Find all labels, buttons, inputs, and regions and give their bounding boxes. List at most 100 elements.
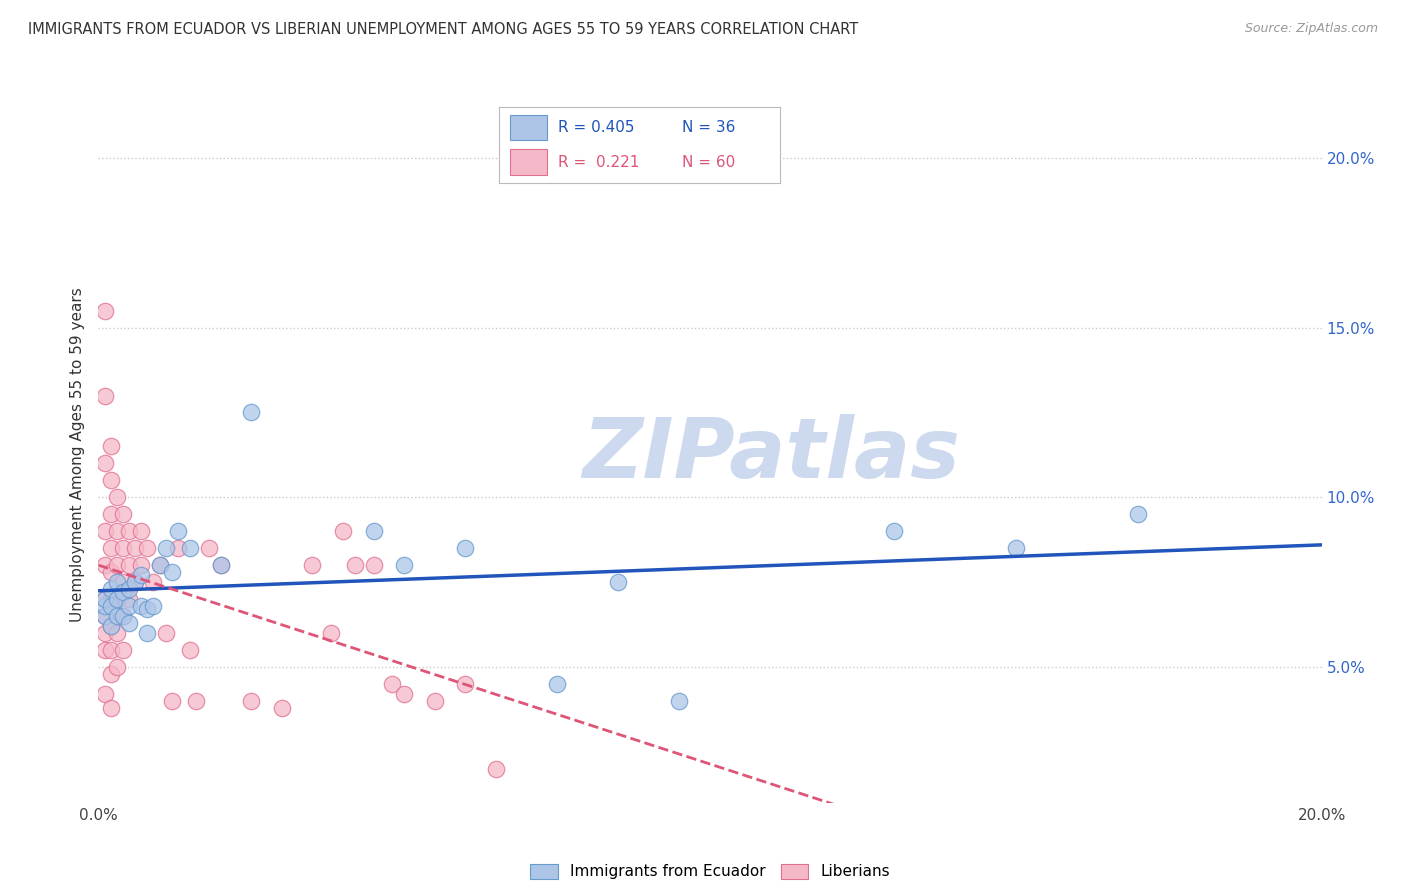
Point bbox=[111, 585, 134, 599]
Point bbox=[93, 687, 115, 701]
Point bbox=[270, 700, 292, 714]
Point bbox=[240, 405, 263, 419]
Point bbox=[209, 558, 232, 573]
Point bbox=[93, 643, 115, 657]
Text: N = 60: N = 60 bbox=[682, 155, 735, 169]
Point bbox=[111, 508, 134, 522]
Point bbox=[105, 491, 128, 505]
Point bbox=[100, 474, 122, 488]
Point bbox=[100, 599, 122, 613]
Point bbox=[105, 626, 128, 640]
Point bbox=[118, 592, 141, 607]
Point bbox=[363, 524, 385, 539]
Point bbox=[100, 508, 122, 522]
Point bbox=[118, 615, 141, 630]
Point bbox=[105, 609, 128, 624]
Point bbox=[93, 609, 115, 624]
Point bbox=[100, 619, 122, 633]
Point bbox=[100, 666, 122, 681]
Point bbox=[142, 575, 165, 590]
Point bbox=[363, 558, 385, 573]
Point bbox=[111, 609, 134, 624]
Point bbox=[344, 558, 367, 573]
Point bbox=[149, 558, 172, 573]
Point bbox=[124, 541, 146, 556]
Point bbox=[179, 643, 201, 657]
Point bbox=[1004, 541, 1026, 556]
Point bbox=[301, 558, 323, 573]
Point bbox=[332, 524, 354, 539]
Point bbox=[136, 602, 159, 616]
Point bbox=[136, 541, 159, 556]
Point bbox=[167, 541, 190, 556]
Point bbox=[381, 677, 404, 691]
Point bbox=[100, 582, 122, 596]
Point bbox=[179, 541, 201, 556]
Point bbox=[100, 619, 122, 633]
Point bbox=[93, 592, 115, 607]
Point bbox=[546, 677, 568, 691]
Point bbox=[105, 592, 128, 607]
Point bbox=[105, 660, 128, 674]
Point bbox=[111, 541, 134, 556]
Point bbox=[668, 694, 690, 708]
Point bbox=[129, 524, 152, 539]
Text: ZIPatlas: ZIPatlas bbox=[582, 415, 960, 495]
Point bbox=[160, 565, 183, 579]
Y-axis label: Unemployment Among Ages 55 to 59 years: Unemployment Among Ages 55 to 59 years bbox=[70, 287, 86, 623]
Point bbox=[155, 541, 177, 556]
Point bbox=[111, 575, 134, 590]
Point bbox=[392, 558, 416, 573]
Point bbox=[197, 541, 219, 556]
Point bbox=[209, 558, 232, 573]
Point bbox=[111, 609, 134, 624]
Point bbox=[423, 694, 446, 708]
Point bbox=[100, 565, 122, 579]
Point bbox=[100, 592, 122, 607]
Point bbox=[118, 524, 141, 539]
Point bbox=[100, 700, 122, 714]
Bar bbox=[510, 114, 547, 140]
Text: R =  0.221: R = 0.221 bbox=[558, 155, 640, 169]
Point bbox=[93, 388, 115, 402]
Legend: Immigrants from Ecuador, Liberians: Immigrants from Ecuador, Liberians bbox=[524, 857, 896, 886]
Point bbox=[124, 575, 146, 590]
Point bbox=[607, 575, 630, 590]
Text: R = 0.405: R = 0.405 bbox=[558, 120, 634, 135]
Point bbox=[392, 687, 416, 701]
Point bbox=[105, 575, 128, 590]
Point bbox=[454, 677, 477, 691]
Point bbox=[1128, 508, 1150, 522]
Point bbox=[186, 694, 208, 708]
Point bbox=[240, 694, 263, 708]
Text: Source: ZipAtlas.com: Source: ZipAtlas.com bbox=[1244, 22, 1378, 36]
Point bbox=[93, 524, 115, 539]
Point bbox=[100, 643, 122, 657]
Bar bbox=[510, 150, 547, 175]
Point bbox=[118, 582, 141, 596]
Point bbox=[93, 626, 115, 640]
Point bbox=[105, 524, 128, 539]
Point bbox=[93, 303, 115, 318]
Point bbox=[129, 599, 152, 613]
Point bbox=[129, 558, 152, 573]
Point bbox=[454, 541, 477, 556]
Point bbox=[142, 599, 165, 613]
Text: N = 36: N = 36 bbox=[682, 120, 735, 135]
Point bbox=[105, 558, 128, 573]
Point bbox=[100, 439, 122, 453]
Point bbox=[100, 541, 122, 556]
Point bbox=[485, 762, 508, 776]
Point bbox=[118, 599, 141, 613]
Point bbox=[93, 599, 115, 613]
Point bbox=[155, 626, 177, 640]
Point bbox=[149, 558, 172, 573]
Text: IMMIGRANTS FROM ECUADOR VS LIBERIAN UNEMPLOYMENT AMONG AGES 55 TO 59 YEARS CORRE: IMMIGRANTS FROM ECUADOR VS LIBERIAN UNEM… bbox=[28, 22, 859, 37]
Point bbox=[93, 609, 115, 624]
Point bbox=[883, 524, 905, 539]
Point bbox=[105, 592, 128, 607]
Point bbox=[136, 626, 159, 640]
Point bbox=[167, 524, 190, 539]
Point bbox=[319, 626, 342, 640]
Point bbox=[160, 694, 183, 708]
